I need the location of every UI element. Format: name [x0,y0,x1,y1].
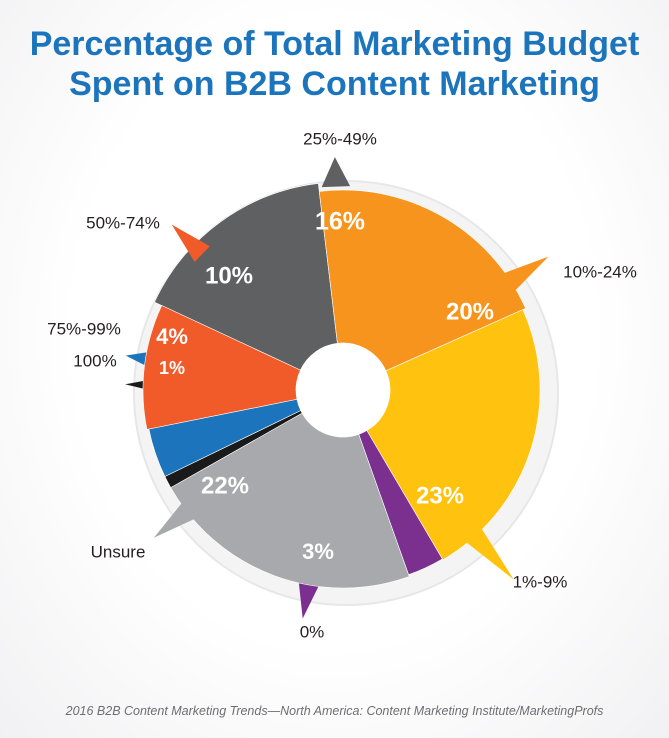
chart-title-line-1: Percentage of Total Marketing Budget [29,25,640,63]
value-label: 1% [159,358,185,378]
chart-title: Percentage of Total Marketing Budget Spe… [0,24,669,104]
value-label: 22% [201,472,249,499]
pie-labels: 16% 20% 23% 3% 22% 1% 4% 10% 25%-49% 10%-24% 1%-9%… [47,129,637,641]
category-label: 0% [300,622,325,641]
callout-pointer [298,576,322,619]
callout-pointer [171,224,210,262]
value-label: 23% [416,482,464,509]
value-label: 16% [315,208,365,236]
category-label: 75%-99% [47,319,121,338]
category-label: 1%-9% [513,572,568,591]
callout-pointer [501,256,549,293]
category-label: 10%-24% [563,262,637,281]
source-note: 2016 B2B Content Marketing Trends—North … [65,704,604,718]
callout-pointer [463,525,514,580]
callout-pointer [153,500,198,538]
value-label: 4% [156,324,188,349]
category-label: 25%-49% [303,129,377,148]
category-label: 100% [73,351,116,370]
chart-title-line-2: Spent on B2B Content Marketing [69,65,600,103]
donut-hole [296,343,390,437]
value-label: 10% [205,262,253,289]
callout-pointer [321,157,351,188]
pie-slices [125,157,559,619]
category-label: 50%-74% [86,213,160,232]
value-label: 3% [302,539,334,564]
value-label: 20% [446,298,494,325]
category-label: Unsure [91,542,146,561]
